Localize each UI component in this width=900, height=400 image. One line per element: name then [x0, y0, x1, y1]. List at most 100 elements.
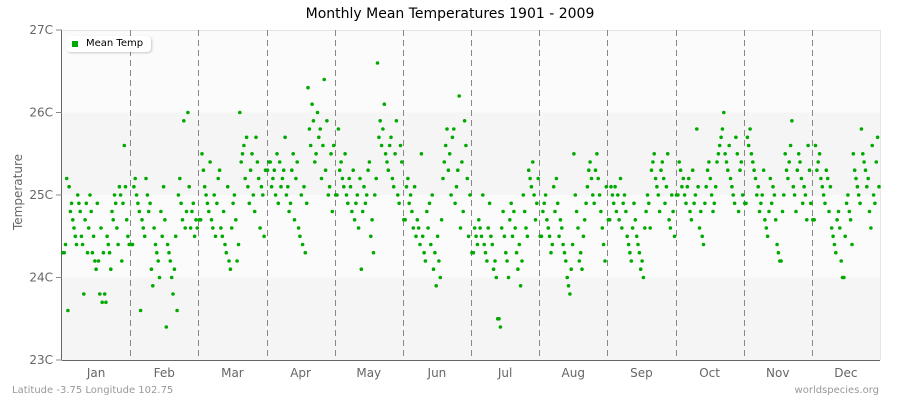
data-point	[164, 325, 169, 329]
data-point	[723, 152, 727, 156]
data-point	[581, 234, 586, 239]
data-point	[749, 152, 754, 156]
data-point	[481, 193, 485, 197]
data-point	[184, 209, 189, 214]
data-point	[387, 143, 392, 148]
data-point	[433, 250, 437, 255]
data-point	[443, 143, 448, 148]
data-point	[555, 201, 560, 206]
data-point	[676, 193, 680, 197]
data-point	[153, 242, 158, 247]
data-point	[115, 226, 119, 230]
data-point	[779, 259, 783, 263]
data-point	[690, 168, 695, 172]
data-point	[852, 168, 857, 172]
data-point	[641, 275, 646, 280]
data-point	[228, 267, 233, 272]
data-point	[689, 218, 694, 222]
data-point	[85, 250, 90, 255]
data-point	[425, 209, 429, 214]
data-point	[466, 234, 471, 239]
data-point	[752, 168, 756, 172]
data-point	[584, 201, 588, 206]
data-point	[220, 234, 225, 239]
y-tick-label: 26C	[29, 106, 53, 120]
data-point	[449, 193, 453, 197]
data-point	[680, 184, 684, 189]
data-point	[379, 143, 384, 148]
data-point	[159, 209, 163, 214]
data-point	[637, 250, 642, 255]
data-point	[558, 218, 563, 222]
data-point	[354, 201, 358, 206]
data-point	[352, 218, 357, 222]
data-point	[561, 242, 565, 247]
legend[interactable]: Mean Temp	[66, 36, 152, 52]
plot-band	[62, 277, 880, 360]
data-point	[298, 234, 302, 239]
data-point	[573, 193, 578, 197]
x-tick-label: Apr	[290, 366, 311, 380]
data-point	[446, 168, 451, 172]
data-point	[400, 160, 404, 164]
data-point	[414, 234, 418, 239]
data-point	[745, 135, 750, 140]
data-point	[453, 201, 457, 206]
data-point	[82, 292, 86, 296]
data-point	[107, 250, 112, 255]
data-point	[175, 308, 179, 313]
data-point	[234, 218, 238, 222]
data-point	[323, 168, 328, 172]
data-point	[677, 160, 681, 164]
data-point	[838, 226, 842, 230]
data-point	[423, 259, 428, 263]
data-point	[707, 160, 711, 164]
data-point	[805, 218, 809, 222]
data-point	[457, 94, 462, 98]
data-point	[532, 193, 536, 197]
data-point	[381, 127, 385, 131]
data-point	[582, 218, 587, 222]
data-point	[213, 234, 218, 239]
data-point	[271, 176, 275, 181]
data-point	[572, 152, 576, 156]
data-point	[201, 168, 206, 172]
data-point	[77, 201, 81, 206]
data-point	[827, 209, 831, 214]
data-point	[514, 250, 519, 255]
data-point	[696, 184, 700, 189]
data-point	[599, 209, 603, 214]
data-point	[621, 201, 625, 206]
data-point	[418, 242, 422, 247]
data-point	[468, 193, 472, 197]
data-point	[311, 119, 316, 123]
data-point	[854, 176, 858, 181]
data-point	[367, 160, 372, 164]
data-point	[693, 193, 698, 197]
data-point	[589, 176, 594, 181]
data-point	[393, 152, 397, 156]
data-point	[136, 201, 140, 206]
data-point	[420, 234, 425, 239]
data-point	[337, 168, 342, 172]
data-point	[780, 209, 785, 214]
data-point	[461, 209, 466, 214]
data-point	[835, 218, 839, 222]
data-point	[439, 218, 444, 222]
data-point	[156, 259, 160, 263]
data-point	[664, 184, 669, 189]
data-point	[764, 226, 769, 230]
data-point	[406, 176, 410, 181]
data-point	[628, 250, 632, 255]
data-point	[497, 317, 501, 321]
data-point	[636, 242, 640, 247]
data-point	[161, 184, 166, 189]
data-point	[343, 152, 347, 156]
data-point	[403, 218, 408, 222]
x-tick-label: Dec	[834, 366, 857, 380]
data-point	[398, 143, 403, 148]
data-point	[640, 259, 644, 263]
data-point	[796, 152, 801, 156]
data-point	[248, 168, 253, 172]
data-point	[600, 226, 605, 230]
